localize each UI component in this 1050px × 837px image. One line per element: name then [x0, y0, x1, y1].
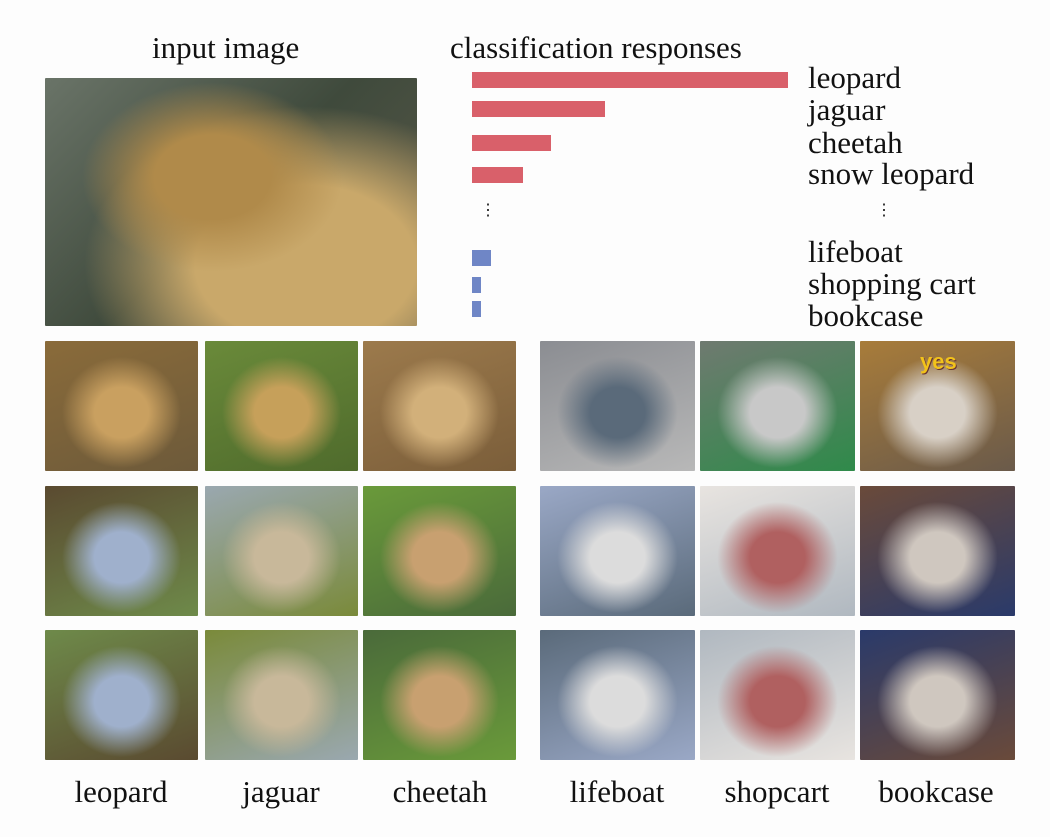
example-image-jaguar	[205, 630, 358, 760]
example-image-shopcart	[700, 630, 855, 760]
class-label-snow-leopard: snow leopard	[808, 156, 975, 191]
bar-cheetah	[472, 135, 551, 151]
example-image-lifeboat	[540, 341, 695, 471]
example-image-leopard	[45, 630, 198, 760]
example-image-bookcase	[860, 486, 1015, 616]
bookcase-sign-text: yes	[920, 349, 957, 374]
responses-title: classification responses	[450, 30, 742, 65]
example-image-jaguar	[205, 486, 358, 616]
column-label-lifeboat: lifeboat	[569, 774, 665, 809]
example-image-cheetah	[363, 341, 516, 471]
bar-ellipsis: ⋮	[480, 202, 496, 219]
column-label-leopard: leopard	[74, 774, 168, 809]
example-image-bookcase	[860, 630, 1015, 760]
class-label-lifeboat: lifeboat	[808, 234, 903, 269]
example-image-shopcart	[700, 341, 855, 471]
column-label-shopcart: shopcart	[724, 774, 830, 809]
bar-leopard	[472, 72, 788, 88]
input-image-title: input image	[152, 30, 300, 65]
input-leopard-image	[45, 78, 417, 326]
example-image-cheetah	[363, 630, 516, 760]
example-image-lifeboat	[540, 630, 695, 760]
class-label-bookcase: bookcase	[808, 298, 924, 333]
example-image-leopard	[45, 486, 198, 616]
bar-snow-leopard	[472, 167, 523, 183]
class-label-cheetah: cheetah	[808, 125, 903, 160]
example-image-jaguar	[205, 341, 358, 471]
example-image-bookcase: yes	[860, 341, 1015, 471]
bar-shopping-cart	[472, 277, 482, 293]
example-image-lifeboat	[540, 486, 695, 616]
class-label-leopard: leopard	[808, 60, 901, 95]
label-ellipsis: ⋮	[876, 202, 892, 219]
example-image-leopard	[45, 341, 198, 471]
column-label-bookcase: bookcase	[878, 774, 994, 809]
column-label-cheetah: cheetah	[392, 774, 488, 809]
bar-bookcase	[472, 301, 482, 317]
example-image-shopcart	[700, 486, 855, 616]
example-image-cheetah	[363, 486, 516, 616]
bar-lifeboat	[472, 250, 491, 266]
class-label-shopping-cart: shopping cart	[808, 266, 976, 301]
class-label-jaguar: jaguar	[808, 92, 886, 127]
bar-jaguar	[472, 101, 605, 117]
column-label-jaguar: jaguar	[242, 774, 320, 809]
